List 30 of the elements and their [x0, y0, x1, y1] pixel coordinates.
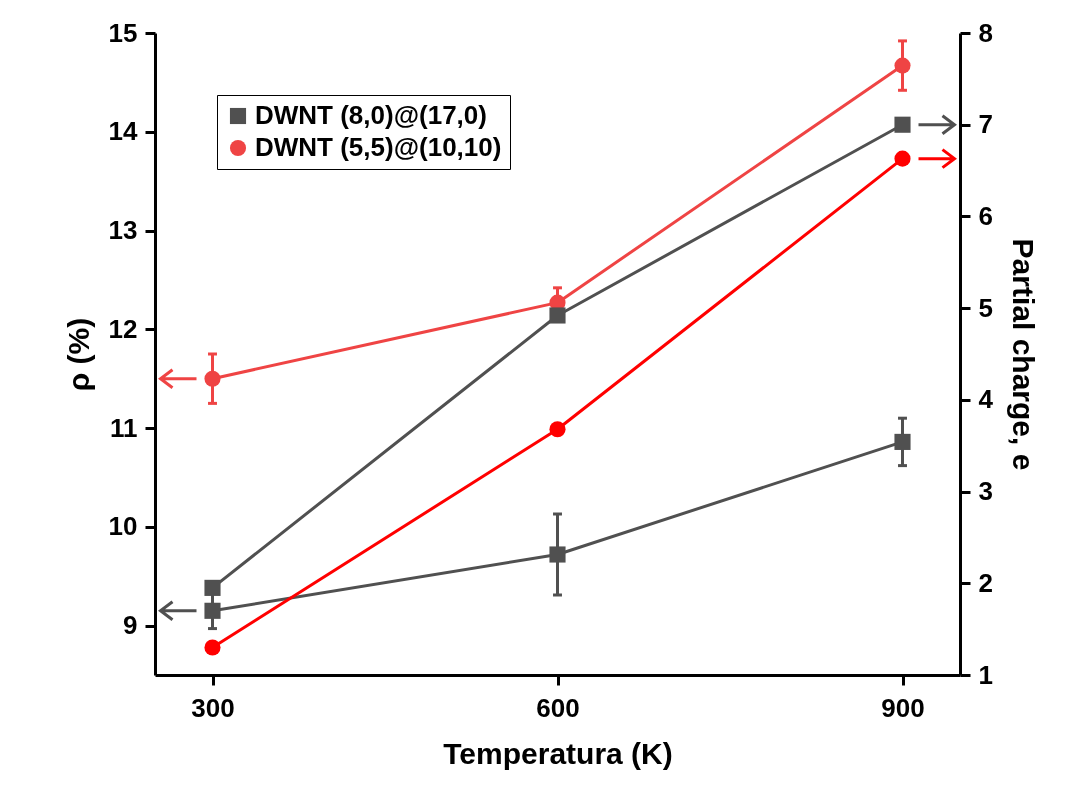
point — [549, 421, 566, 438]
y2-tick-label: 5 — [978, 292, 993, 323]
y-tick-label: 14 — [108, 116, 139, 147]
y-tick-label: 10 — [108, 511, 138, 542]
point — [894, 116, 911, 133]
legend-label: DWNT (5,5)@(10,10) — [255, 132, 502, 162]
y2-tick-label: 6 — [978, 200, 993, 231]
y-tick-label: 15 — [108, 17, 138, 48]
point — [204, 579, 221, 596]
y2-tick-label: 1 — [978, 659, 993, 690]
y2-tick-label: 3 — [978, 476, 993, 507]
x-axis-title: Temperatura (K) — [443, 736, 673, 770]
y-tick-label: 12 — [108, 313, 138, 344]
y2-axis-title: Partial charge, e — [1006, 238, 1040, 471]
x-tick-label: 600 — [536, 692, 580, 723]
point — [204, 639, 221, 656]
y2-tick-label: 2 — [978, 567, 993, 598]
y2-tick-label: 4 — [978, 384, 994, 415]
legend-label: DWNT (8,0)@(17,0) — [255, 100, 487, 130]
y2-tick-label: 7 — [978, 109, 993, 140]
point — [549, 307, 566, 324]
point — [894, 150, 911, 167]
x-tick-label: 300 — [191, 692, 235, 723]
y2-tick-label: 8 — [978, 17, 993, 48]
y-axis-title: ρ (%) — [61, 317, 95, 392]
y-tick-label: 9 — [123, 610, 138, 641]
y-tick-label: 11 — [110, 412, 138, 443]
y-tick-label: 13 — [108, 215, 138, 246]
x-tick-label: 900 — [881, 692, 925, 723]
point — [549, 546, 566, 563]
